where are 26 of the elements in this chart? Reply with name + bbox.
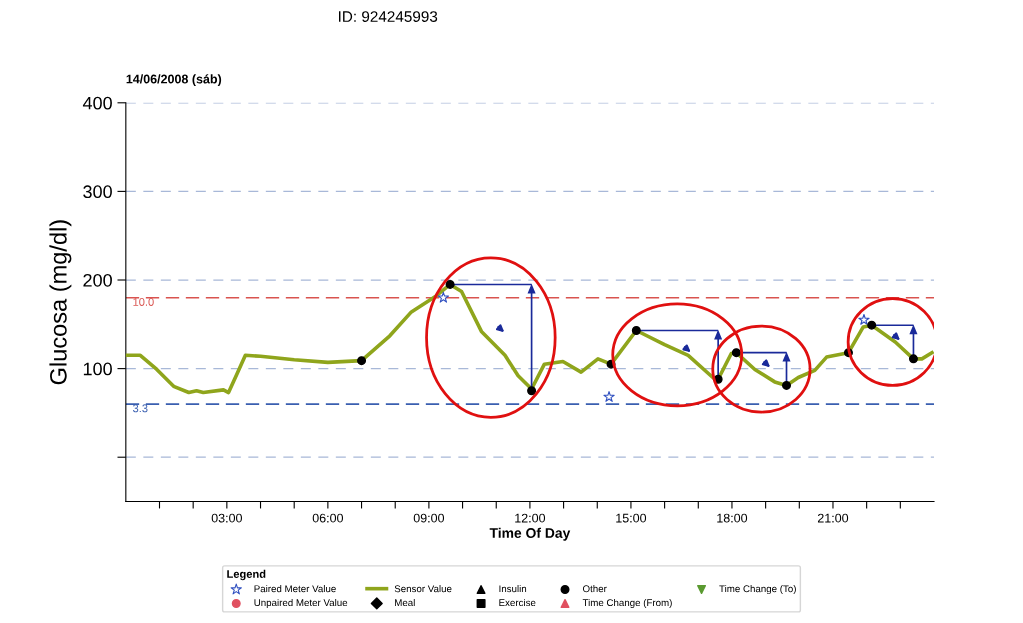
chart-title: 14/06/2008 (sáb) [126,74,222,86]
legend-label: Unpaired Meter Value [254,598,348,609]
legend-label: Meal [395,598,415,607]
x-axis-title: Time Of Day [489,527,571,541]
legend-label: Sensor Value [394,585,452,593]
legend-label: Other [582,585,607,593]
x-tick-label: 15:00 [616,513,647,523]
x-tick-label: 18:00 [717,513,748,523]
legend-title: Legend [227,569,266,581]
x-tick-label: 12:00 [515,513,546,523]
x-tick-label: 03:00 [211,513,242,523]
y-tick-label: 300 [83,185,112,199]
y-tick-label: 100 [83,362,112,376]
legend-label: Exercise [499,598,536,607]
annotation: 10.0 [133,298,154,306]
y-tick-label: 200 [83,273,112,287]
text: ID: 924245993 [339,11,438,22]
x-tick-label: 09:00 [413,513,445,523]
y-tick-label: 400 [82,96,112,110]
y-axis-title: Glucosa (mg/dl) [49,220,72,385]
x-tick-label: 21:00 [817,513,849,523]
x-tick-label: 06:00 [312,513,344,523]
legend-label: Time Change (From) [582,598,672,609]
legend-label: Time Change (To) [719,585,796,595]
legend-label: Insulin [499,585,527,593]
legend-label: Paired Meter Value [254,585,336,593]
